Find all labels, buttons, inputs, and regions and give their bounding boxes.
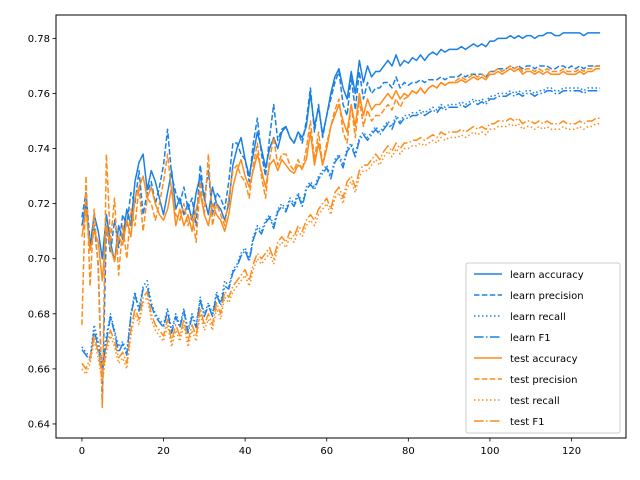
y-tick-label: 0.64 [28,419,50,430]
series-line-learn-f1 [81,89,601,370]
axes-frame [55,14,627,439]
series-line-test-f1 [81,117,601,378]
x-tick-label: 100 [480,446,499,457]
series-line-test-recall [81,123,601,384]
series-line-learn-accuracy [81,32,601,263]
x-tick-label: 120 [562,446,581,457]
x-tick-label: 40 [239,446,252,457]
y-tick-label: 0.68 [28,309,50,320]
legend-label-learn-precision: learn precision [510,291,584,302]
legend-label-learn-accuracy: learn accuracy [510,270,584,281]
legend-label-test-recall: test recall [510,396,560,407]
y-tick-label: 0.70 [28,254,50,265]
y-tick-label: 0.74 [28,144,50,155]
y-tick-label: 0.72 [28,199,50,210]
axes [55,14,627,439]
series-line-test-precision [81,65,601,409]
legend-label-learn-f1: learn F1 [510,333,551,344]
legend-label-test-precision: test precision [510,375,578,386]
legend-box [465,262,621,434]
x-tick-label: 80 [402,446,415,457]
x-tick-label: 20 [157,446,170,457]
legend: learn accuracy learn precision learn recal… [465,262,621,434]
y-tick-label: 0.76 [28,89,50,100]
legend-label-test-f1: test F1 [510,417,545,428]
x-axis-ticks: 0 20 40 60 80 100 120 [79,438,581,457]
series-lines [81,32,601,409]
x-tick-label: 0 [79,446,85,457]
y-tick-label: 0.66 [28,364,50,375]
y-axis-ticks: 0.64 0.66 0.68 0.70 0.72 0.74 0.76 0.78 [28,34,56,430]
legend-label-learn-recall: learn recall [510,312,566,323]
legend-label-test-accuracy: test accuracy [510,354,578,365]
x-tick-label: 60 [320,446,333,457]
y-tick-label: 0.78 [28,34,50,45]
